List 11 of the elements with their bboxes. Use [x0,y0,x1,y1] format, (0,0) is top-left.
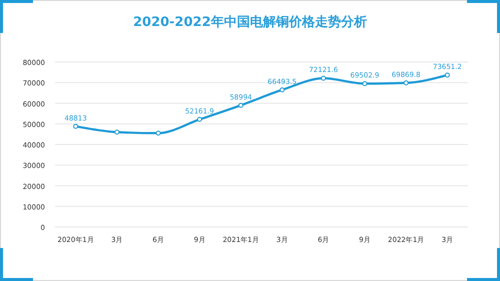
point [444,72,450,78]
point [197,116,202,122]
chart-title: 2020-2022年中国电解铜价格走势分析 [133,14,367,30]
point [114,130,120,135]
point [320,76,326,81]
point [156,130,161,136]
point [404,80,409,86]
point [73,124,78,129]
point [362,81,368,86]
point [280,87,285,92]
point [238,102,244,108]
